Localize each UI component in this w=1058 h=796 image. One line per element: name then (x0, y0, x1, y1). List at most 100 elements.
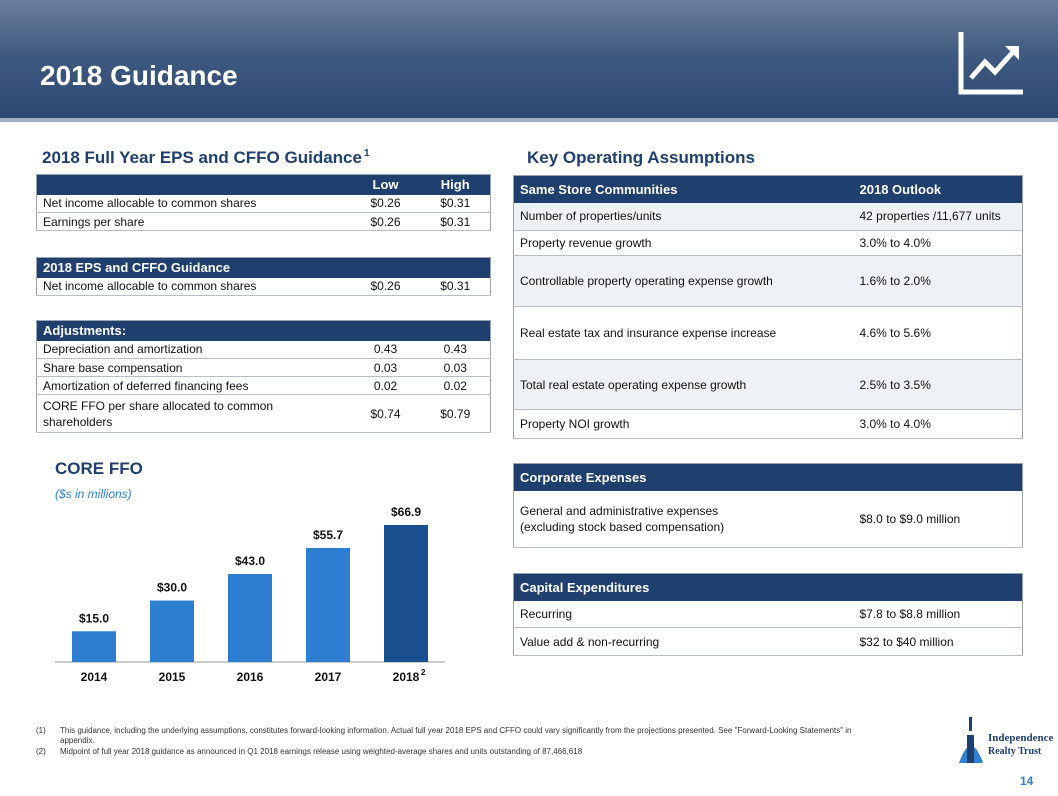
table: Capital Expenditures Recurring $7.8 to $8.… (513, 573, 1023, 656)
table-cell: 1.6% to 2.0% (853, 255, 1023, 307)
table-row: Net income allocable to common shares $0.… (36, 194, 491, 213)
x-tick-label: 2016 (237, 670, 264, 684)
table-row: Property revenue growth 3.0% to 4.0% (513, 230, 1023, 256)
table-cell: Controllable property operating expense … (513, 255, 854, 307)
data-label: $30.0 (157, 581, 187, 595)
footnote-text: Midpoint of full year 2018 guidance as a… (60, 747, 583, 756)
logo-sub: Realty Trust (988, 746, 1042, 757)
table-row: Earnings per share $0.26 $0.31 (36, 212, 491, 231)
footnotes: (1) This guidance, including the underlyi… (36, 726, 876, 758)
table-cell: $0.26 (350, 194, 421, 213)
chart-title: CORE FFO (55, 459, 143, 478)
table-cell: 4.6% to 5.6% (853, 306, 1023, 360)
header-cell: Adjustments: (36, 320, 491, 341)
header-cell: Capital Expenditures (513, 573, 1023, 601)
table-cell: $8.0 to $9.0 million (853, 490, 1023, 548)
icon-arrow (1005, 46, 1019, 60)
table-cell: Amortization of deferred financing fees (36, 376, 351, 395)
icon-line (969, 50, 1015, 80)
data-label: $15.0 (79, 611, 109, 625)
table-cell: $0.74 (350, 394, 421, 433)
table-cell: $0.26 (350, 277, 421, 296)
table-cell: Net income allocable to common shares (36, 194, 351, 213)
table-row: Controllable property operating expense … (513, 255, 1023, 307)
header-row: Low High (36, 174, 491, 195)
table-cell: 0.03 (350, 358, 421, 377)
table-cell: 0.43 (420, 340, 491, 359)
table: Corporate Expenses General and administra… (513, 463, 1023, 548)
chart-icon (958, 32, 1023, 95)
table-row: Amortization of deferred financing fees 0… (36, 376, 491, 395)
table-cell: 3.0% to 4.0% (853, 409, 1023, 439)
table-cell: 0.03 (420, 358, 491, 377)
table-cell: General and administrative expenses (exc… (513, 490, 854, 548)
table-row: Number of properties/units 42 properties … (513, 202, 1023, 231)
table-cell: $7.8 to $8.8 million (853, 600, 1023, 628)
header-cell (36, 174, 351, 195)
data-label: $55.7 (313, 528, 343, 542)
table-row: Property NOI growth 3.0% to 4.0% (513, 409, 1023, 439)
x-tick-label: 2017 (315, 670, 342, 684)
footnote-marker: 1 (363, 148, 370, 160)
table-row: Total real estate operating expense grow… (513, 359, 1023, 410)
table-cell: $0.26 (350, 212, 421, 231)
table-cell: CORE FFO per share allocated to common s… (36, 394, 351, 433)
header-row: Adjustments: (36, 320, 491, 341)
table-cell: 0.02 (420, 376, 491, 395)
table-row: Net income allocable to common shares $0.… (36, 277, 491, 296)
section-title: 2018 Full Year EPS and CFFO Guidance 1 (42, 148, 370, 168)
table-cell: $0.79 (420, 394, 491, 433)
data-label: $43.0 (235, 554, 265, 568)
table-cell: Net income allocable to common shares (36, 277, 351, 296)
table-cell: Depreciation and amortization (36, 340, 351, 359)
table-wrap: Corporate Expenses General and administra… (513, 463, 1023, 548)
page-title: 2018 Guidance (40, 60, 238, 91)
header-cell: High (420, 174, 491, 195)
table-row: Share base compensation 0.03 0.03 (36, 358, 491, 377)
x-tick-label: 2014 (81, 670, 108, 684)
logo-tower (969, 717, 972, 731)
x-tick-label: 2018 (393, 670, 420, 684)
table-row: Value add & non-recurring $32 to $40 mill… (513, 627, 1023, 656)
table-row: Real estate tax and insurance expense in… (513, 306, 1023, 360)
header-cell: Low (350, 174, 421, 195)
footnote-marker: 2 (421, 668, 426, 677)
table-wrap: 2018 EPS and CFFO Guidance Net income all… (36, 257, 492, 296)
table-cell: Property NOI growth (513, 409, 854, 439)
logo-column (967, 735, 974, 763)
bar (150, 600, 194, 662)
chart: $15.0 2014 $30.0 2015 $43.0 2016 $55.7 2017 $66.… (55, 505, 445, 684)
header-cell: 2018 Outlook (853, 175, 1023, 203)
table: 2018 EPS and CFFO Guidance Net income all… (36, 257, 492, 296)
footnote: (1) This guidance, including the underlyi… (36, 726, 876, 746)
bar (228, 573, 272, 662)
table-wrap: Low High Net income allocable to common sh… (36, 174, 491, 231)
table-cell: $0.31 (420, 277, 491, 296)
table-cell: $32 to $40 million (853, 627, 1023, 656)
table-wrap: Adjustments: Depreciation and amortizatio… (36, 320, 492, 433)
table-cell: 2.5% to 3.5% (853, 359, 1023, 410)
table-row: General and administrative expenses (exc… (513, 490, 1023, 548)
section-title-text: 2018 Full Year EPS and CFFO Guidance (42, 148, 362, 167)
table-cell: 3.0% to 4.0% (853, 230, 1023, 256)
table-cell: Total real estate operating expense grow… (513, 359, 854, 410)
footnote: (2) Midpoint of full year 2018 guidance a… (36, 747, 876, 757)
logo-name: Independence (988, 732, 1054, 744)
header-row: Corporate Expenses (513, 463, 1023, 491)
table-cell: Value add & non-recurring (513, 627, 854, 656)
table-cell: 0.43 (350, 340, 421, 359)
page-number: 14 (1020, 774, 1034, 788)
x-tick-label: 2015 (159, 670, 186, 684)
table-cell: Property revenue growth (513, 230, 854, 256)
logo-mark (959, 717, 983, 763)
table: Adjustments: Depreciation and amortizatio… (36, 320, 492, 433)
section-title: Key Operating Assumptions (527, 148, 755, 167)
header-row: Same Store Communities 2018 Outlook (513, 175, 1023, 203)
header-band (0, 0, 1058, 122)
table-cell: $0.31 (420, 212, 491, 231)
table-row: CORE FFO per share allocated to common s… (36, 394, 491, 433)
header-stripe (0, 118, 1058, 122)
table: Low High Net income allocable to common sh… (36, 174, 491, 231)
header-row: 2018 EPS and CFFO Guidance (36, 257, 491, 278)
